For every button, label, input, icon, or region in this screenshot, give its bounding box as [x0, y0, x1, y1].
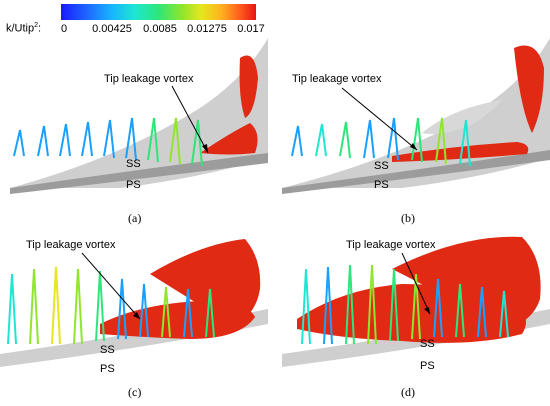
panel-a: Tip leakage vortex SS PS	[0, 38, 268, 198]
annotation-arrow	[401, 252, 431, 315]
blade-surface	[282, 38, 550, 188]
colorbar-tick: 0	[60, 23, 68, 35]
vortex-core	[200, 123, 258, 155]
ps-label: PS	[420, 360, 435, 372]
colorbar	[61, 4, 256, 20]
contour-slices	[7, 266, 215, 345]
panel-c: Tip leakage vortex SS PS	[0, 229, 268, 379]
vortex-core	[297, 284, 526, 343]
contour-slices	[13, 117, 203, 167]
vortex-surface	[514, 45, 544, 133]
caption-c: (c)	[128, 385, 142, 399]
vortex-label: Tip leakage vortex	[104, 73, 194, 85]
colorbar-tick: 0.0085	[143, 23, 177, 35]
colorbar-tick: 0.017	[237, 23, 265, 35]
caption-a: (a)	[128, 211, 142, 225]
ss-label: SS	[126, 158, 141, 170]
annotation-arrow	[171, 85, 209, 154]
colorbar-label: k/Utip2:	[6, 22, 42, 35]
blade-tip-edge	[282, 150, 550, 194]
arrowhead	[410, 143, 417, 150]
colorbar-tick: 0.01275	[187, 23, 227, 35]
vortex-label: Tip leakage vortex	[292, 73, 382, 85]
panel-b: Tip leakage vortex SS PS	[282, 38, 550, 198]
ss-label: SS	[374, 160, 389, 172]
arrowhead	[424, 307, 430, 314]
annotation-arrow	[81, 252, 141, 320]
ps-label: PS	[126, 179, 141, 191]
colorbar-tick: 0.00425	[92, 23, 132, 35]
vortex-surface	[239, 55, 258, 118]
panel-d: Tip leakage vortex SS PS	[282, 229, 550, 379]
annotation-arrow	[341, 87, 418, 151]
caption-b: (b)	[401, 211, 415, 225]
blade-tip-edge	[10, 153, 268, 194]
blade-surface	[10, 38, 268, 188]
ss-label: SS	[420, 338, 435, 350]
contour-slices	[301, 264, 509, 345]
arrowhead	[202, 144, 208, 153]
caption-d: (d)	[401, 385, 415, 399]
vortex-label: Tip leakage vortex	[26, 239, 116, 251]
arrowhead	[133, 312, 140, 319]
ss-label: SS	[100, 344, 115, 356]
vortex-surface	[150, 239, 261, 324]
vortex-core	[392, 142, 529, 162]
ps-label: PS	[100, 363, 115, 375]
vortex-core	[100, 300, 255, 339]
ps-label: PS	[374, 179, 389, 191]
contour-slices	[291, 117, 471, 167]
vortex-label: Tip leakage vortex	[346, 239, 436, 251]
